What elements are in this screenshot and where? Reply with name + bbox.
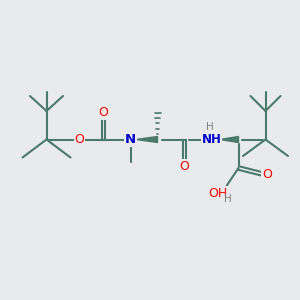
Text: O: O xyxy=(75,133,84,146)
Text: O: O xyxy=(262,167,272,181)
Text: OH: OH xyxy=(208,187,227,200)
Text: H: H xyxy=(224,194,232,205)
Text: O: O xyxy=(99,106,108,119)
Text: O: O xyxy=(180,160,189,173)
Text: N: N xyxy=(125,133,136,146)
Polygon shape xyxy=(220,136,239,142)
Polygon shape xyxy=(136,136,158,142)
Text: NH: NH xyxy=(202,133,221,146)
Text: H: H xyxy=(206,122,214,133)
